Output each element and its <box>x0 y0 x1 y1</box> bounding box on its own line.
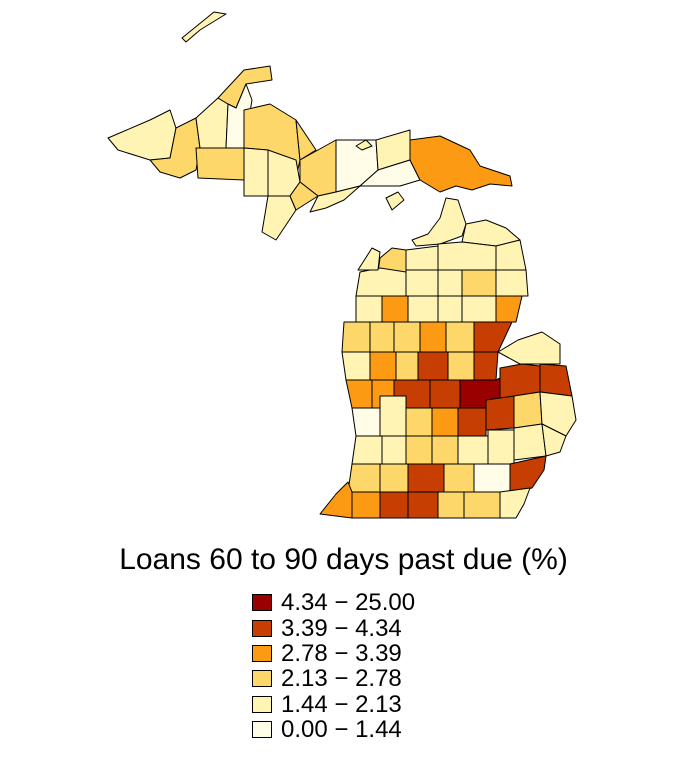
county <box>407 295 439 323</box>
county <box>405 245 439 271</box>
legend: 4.34 − 25.00 3.39 − 4.34 2.78 − 3.39 2.1… <box>252 590 415 742</box>
county <box>457 435 489 465</box>
county <box>341 321 371 353</box>
county <box>495 269 529 297</box>
legend-label: 2.13 − 2.78 <box>281 665 402 693</box>
county <box>379 463 409 493</box>
legend-item: 2.13 − 2.78 <box>252 666 415 691</box>
county <box>379 395 407 437</box>
legend-swatch <box>252 619 272 637</box>
legend-label: 3.39 − 4.34 <box>281 614 402 642</box>
county <box>461 295 497 323</box>
county <box>541 423 567 457</box>
county <box>487 429 515 465</box>
legend-label: 4.34 − 25.00 <box>281 589 416 617</box>
county <box>369 351 397 381</box>
county <box>381 295 409 323</box>
county <box>309 185 361 213</box>
county <box>195 97 229 149</box>
legend-item: 2.78 − 3.39 <box>252 641 415 666</box>
island-county <box>355 139 373 151</box>
county <box>369 321 395 353</box>
county <box>107 109 177 161</box>
legend-swatch <box>252 594 272 612</box>
county <box>341 351 371 381</box>
county <box>381 435 407 465</box>
county <box>437 241 497 271</box>
legend-label: 2.78 − 3.39 <box>281 639 402 667</box>
island-county <box>181 11 227 43</box>
county <box>539 363 573 397</box>
county <box>351 435 383 465</box>
county <box>485 395 515 431</box>
legend-swatch <box>252 721 272 739</box>
county <box>429 379 461 409</box>
county <box>357 247 381 271</box>
county <box>447 351 475 381</box>
county <box>495 239 527 271</box>
county <box>419 321 447 353</box>
county <box>513 423 547 461</box>
county <box>347 463 381 493</box>
county <box>473 351 499 381</box>
county <box>407 463 445 493</box>
county <box>417 351 449 381</box>
county <box>437 269 463 297</box>
county <box>409 135 513 193</box>
legend-item: 3.39 − 4.34 <box>252 614 415 642</box>
island-county <box>385 191 405 211</box>
county <box>379 491 409 519</box>
legend-swatch <box>252 695 272 713</box>
county <box>351 407 381 437</box>
county <box>393 321 421 353</box>
michigan-choropleth-map <box>107 11 577 519</box>
county <box>437 295 463 323</box>
county <box>355 267 407 297</box>
county <box>243 147 269 197</box>
county <box>513 391 543 429</box>
county <box>407 491 439 519</box>
county <box>445 321 475 353</box>
county <box>405 435 433 465</box>
county <box>319 481 353 519</box>
legend-label: 0.00 − 1.44 <box>281 716 402 744</box>
county <box>411 197 467 247</box>
legend-swatch <box>252 644 272 662</box>
county <box>461 269 497 297</box>
county <box>497 331 561 365</box>
county <box>463 491 501 519</box>
legend-title: Loans 60 to 90 days past due (%) <box>119 543 568 576</box>
legend-label: 1.44 − 2.13 <box>281 690 402 718</box>
legend-swatch <box>252 670 272 688</box>
county <box>405 269 439 297</box>
county <box>405 407 433 437</box>
county <box>473 463 511 493</box>
legend-item: 0.00 − 1.44 <box>252 717 415 742</box>
county <box>395 351 419 381</box>
county <box>437 491 465 519</box>
county <box>443 463 475 493</box>
county <box>355 295 383 323</box>
county <box>431 407 459 437</box>
legend-item: 4.34 − 25.00 <box>252 590 415 615</box>
county <box>431 435 459 465</box>
county <box>495 295 523 323</box>
county <box>195 147 245 181</box>
county <box>261 195 297 241</box>
county <box>499 487 531 519</box>
legend-item: 1.44 − 2.13 <box>252 692 415 717</box>
county <box>345 379 373 409</box>
county <box>457 407 487 437</box>
county <box>539 391 577 437</box>
county <box>509 455 547 493</box>
county <box>289 181 319 211</box>
county <box>351 491 381 519</box>
